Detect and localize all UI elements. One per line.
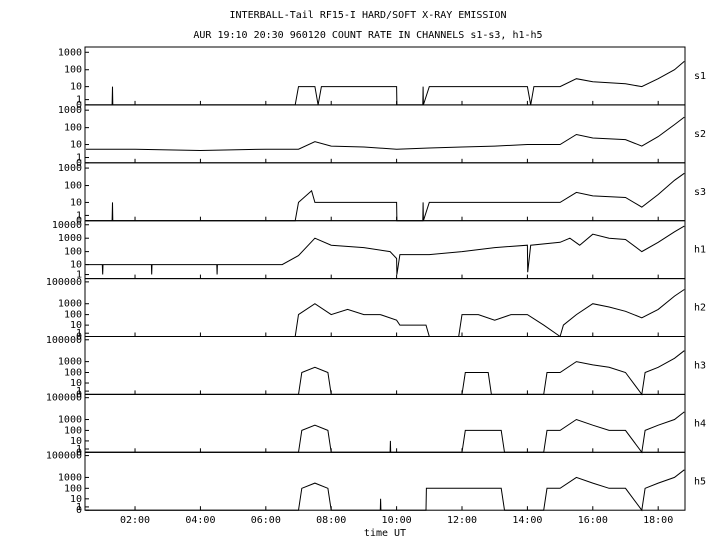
y-tick-label: 10	[70, 82, 82, 93]
y-tick-label: 0	[76, 158, 82, 169]
y-tick-label: 1	[76, 153, 82, 164]
panel-label: h2	[694, 303, 706, 314]
x-tick-label: 12:00	[447, 515, 477, 526]
y-tick-label: 10	[70, 378, 82, 389]
panel-frame	[84, 451, 686, 511]
y-tick-label: 0	[76, 216, 82, 227]
y-tick-label: 1000	[58, 105, 82, 116]
series-line	[86, 411, 685, 454]
y-tick-label: 1000	[58, 472, 82, 483]
y-tick-label: 100	[64, 310, 82, 321]
y-tick-label: 1000	[58, 357, 82, 368]
y-tick-label: 100	[64, 181, 82, 192]
panel-frame	[84, 162, 686, 222]
y-tick-label: 1	[76, 270, 82, 281]
y-tick-label: 10	[70, 494, 82, 505]
panel-frame	[84, 278, 686, 338]
series-line	[86, 172, 685, 222]
y-tick-label: 100000	[46, 277, 82, 288]
x-tick-label: 04:00	[185, 515, 215, 526]
panel-label: s2	[694, 129, 706, 140]
panel-frame	[84, 220, 686, 280]
y-tick-label: 100	[64, 65, 82, 76]
panel-label: s3	[694, 187, 706, 198]
y-tick-label: 1000	[58, 415, 82, 426]
chart-title: INTERBALL-Tail RF15-I HARD/SOFT X-RAY EM…	[230, 10, 507, 21]
x-tick-label: 16:00	[578, 515, 608, 526]
y-tick-label: 0	[76, 447, 82, 458]
y-tick-label: 1	[76, 328, 82, 339]
y-tick-label: 10000	[52, 220, 82, 231]
panel-label: h4	[694, 418, 706, 429]
y-tick-label: 1000	[58, 233, 82, 244]
panel-label: h1	[694, 245, 706, 256]
y-tick-label: 1000	[58, 299, 82, 310]
y-tick-label: 10	[70, 260, 82, 271]
panel-label: s1	[694, 71, 706, 82]
x-tick-label: 14:00	[512, 515, 542, 526]
y-tick-label: 10	[70, 320, 82, 331]
y-tick-label: 100	[64, 483, 82, 494]
x-tick-label: 06:00	[251, 515, 281, 526]
y-tick-label: 10	[70, 436, 82, 447]
series-line	[86, 469, 685, 512]
y-tick-label: 1000	[58, 47, 82, 58]
y-tick-label: 0	[76, 332, 82, 343]
y-tick-label: 100	[64, 425, 82, 436]
y-tick-label: 1000	[58, 163, 82, 174]
y-tick-label: 1	[76, 444, 82, 455]
y-tick-label: 100	[64, 247, 82, 258]
y-tick-label: 10	[70, 197, 82, 208]
series-line	[86, 116, 685, 152]
y-tick-label: 10	[70, 140, 82, 151]
y-tick-label: 1	[76, 95, 82, 106]
series-line	[86, 289, 685, 338]
chart-subtitle: AUR 19:10 20:30 960120 COUNT RATE IN CHA…	[193, 30, 542, 41]
y-tick-label: 100000	[46, 335, 82, 346]
x-tick-label: 18:00	[643, 515, 673, 526]
x-tick-label: 02:00	[120, 515, 150, 526]
x-tick-label: 08:00	[316, 515, 346, 526]
panel-frame	[84, 46, 686, 106]
x-axis-label: time UT	[364, 528, 406, 539]
panel-frame	[84, 104, 686, 164]
y-tick-label: 1	[76, 210, 82, 221]
series-line	[86, 225, 685, 275]
panel-label: h5	[694, 476, 706, 487]
y-tick-label: 1	[76, 386, 82, 397]
y-tick-label: 100000	[46, 451, 82, 462]
x-tick-label: 10:00	[382, 515, 412, 526]
y-tick-label: 100	[64, 368, 82, 379]
y-tick-label: 0	[76, 505, 82, 516]
y-tick-label: 0	[76, 100, 82, 111]
y-tick-label: 1	[76, 502, 82, 513]
y-tick-label: 100	[64, 123, 82, 134]
y-tick-label: 0	[76, 389, 82, 400]
panel-frame	[84, 393, 686, 453]
series-line	[86, 350, 685, 396]
y-tick-label: 100000	[46, 393, 82, 404]
panel-label: h3	[694, 360, 706, 371]
series-line	[86, 61, 685, 106]
